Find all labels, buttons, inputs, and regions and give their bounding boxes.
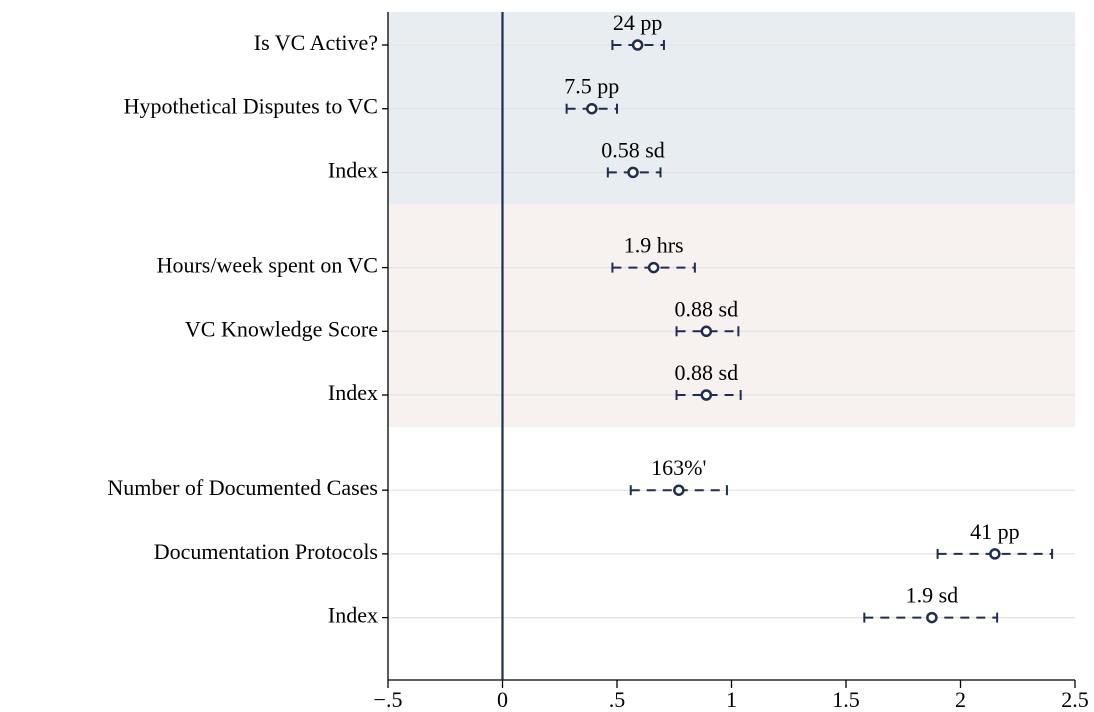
annotation: 24 pp <box>613 10 663 35</box>
annotation: 7.5 pp <box>564 74 619 99</box>
point <box>673 484 685 496</box>
y-tick-label: Hours/week spent on VC <box>157 253 378 278</box>
annotation: 0.58 sd <box>601 137 665 162</box>
annotation: 1.9 hrs <box>624 233 684 258</box>
point <box>926 611 938 624</box>
y-tick-label: Is VC Active? <box>254 30 378 55</box>
y-tick-label: Index <box>328 380 378 405</box>
y-tick-label: VC Knowledge Score <box>185 316 378 341</box>
annotation: 0.88 sd <box>675 360 739 385</box>
group-band <box>388 12 1075 204</box>
annotation: 163%' <box>651 455 706 480</box>
point <box>700 325 713 338</box>
y-tick-label: Index <box>328 157 378 182</box>
annotation: 0.88 sd <box>675 296 739 321</box>
point <box>627 166 639 179</box>
x-tick-label: 0 <box>497 687 508 712</box>
x-tick-label: −.5 <box>374 687 403 712</box>
y-tick-label: Hypothetical Disputes to VC <box>124 94 378 119</box>
point <box>586 102 598 115</box>
y-tick-label: Index <box>328 603 378 628</box>
x-tick-label: 2.5 <box>1061 687 1089 712</box>
x-tick-label: 2 <box>955 687 966 712</box>
x-tick-label: .5 <box>609 687 626 712</box>
x-tick-label: 1 <box>726 687 737 712</box>
x-tick-label: 1.5 <box>832 687 860 712</box>
y-tick-label: Documentation Protocols <box>154 539 378 564</box>
y-tick-label: Number of Documented Cases <box>107 475 378 500</box>
annotation: 41 pp <box>970 519 1020 544</box>
point <box>631 39 644 51</box>
point <box>647 261 660 274</box>
point <box>989 548 1001 560</box>
annotation: 1.9 sd <box>906 583 959 608</box>
point <box>700 389 713 401</box>
